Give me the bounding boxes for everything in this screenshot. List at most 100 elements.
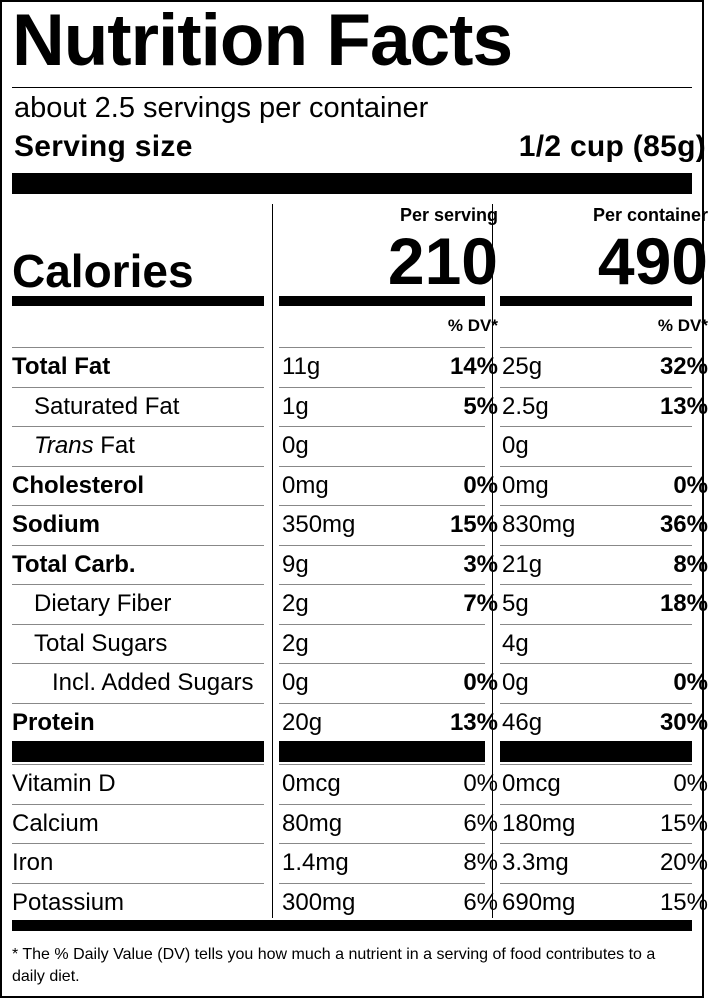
nutrient-name: Iron — [12, 849, 54, 876]
row-line-container — [500, 347, 692, 348]
row-line-name — [12, 347, 264, 348]
serving-dv: 0% — [463, 669, 498, 696]
nutrient-name: Total Fat — [12, 353, 111, 380]
container-amount: 25g — [502, 353, 543, 380]
serving-size-thick-bar — [12, 173, 692, 194]
nutrient-name: Cholesterol — [12, 471, 145, 499]
row-line-name — [12, 764, 264, 765]
container-amount: 3.3mg — [502, 849, 569, 876]
column-divider-left — [272, 204, 273, 918]
container-amount: 4g — [502, 629, 529, 657]
row-line-container — [500, 505, 692, 506]
row-line-container — [500, 882, 692, 884]
nutrient-name: Dietary Fiber — [34, 590, 172, 617]
row-line-serving — [279, 347, 485, 348]
calories-bar-serving — [279, 296, 485, 306]
container-amount: 5g — [502, 590, 529, 617]
container-dv: 36% — [659, 511, 708, 538]
container-amount: 46g — [502, 708, 543, 736]
serving-amount: 80mg — [282, 809, 343, 837]
container-amount: 21g — [502, 550, 543, 578]
footnote-thick-bar — [12, 920, 692, 931]
title-divider — [12, 87, 692, 88]
calories-bar-container — [500, 296, 692, 306]
nutrient-name: Potassium — [12, 888, 125, 916]
row-line-name — [12, 623, 264, 625]
footnote: * The % Daily Value (DV) tells you how m… — [12, 946, 656, 986]
row-line-name — [12, 386, 264, 388]
container-amount: 0g — [502, 669, 529, 696]
serving-dv: 14% — [449, 353, 498, 380]
vitamins-bar-container — [500, 741, 692, 762]
nutrient-name: Total Sugars — [34, 629, 168, 657]
serving-dv: 15% — [449, 511, 498, 538]
container-dv: 0% — [673, 669, 708, 696]
row-line-serving — [279, 544, 485, 546]
container-dv: 32% — [659, 353, 708, 380]
container-dv: 20% — [659, 849, 708, 876]
row-line-name — [12, 843, 264, 844]
container-amount: 690mg — [502, 888, 576, 916]
vitamins-bar-serving — [279, 741, 485, 762]
row-line-name — [12, 544, 264, 546]
container-amount: 2.5g — [502, 392, 549, 420]
nutrition-facts-label — [0, 0, 704, 998]
row-line-name — [12, 426, 264, 427]
row-line-serving — [279, 803, 485, 805]
container-dv: 8% — [673, 550, 708, 578]
row-line-serving — [279, 843, 485, 844]
nutrient-name-rest: Fat — [93, 432, 135, 459]
row-line-name — [12, 505, 264, 506]
column-divider-right — [492, 204, 493, 918]
serving-amount: 2g — [282, 629, 309, 657]
serving-amount: 0mcg — [282, 770, 341, 797]
serving-dv: 6% — [463, 888, 498, 916]
nutrient-name: Protein — [12, 708, 95, 736]
row-line-serving — [279, 386, 485, 388]
row-line-name — [12, 663, 264, 664]
row-line-container — [500, 623, 692, 625]
row-line-name — [12, 882, 264, 884]
serving-dv: 7% — [463, 590, 498, 617]
serving-dv: 13% — [449, 708, 498, 736]
container-amount: 0mcg — [502, 770, 561, 797]
row-line-container — [500, 544, 692, 546]
calories-per-serving: 210 — [387, 224, 498, 298]
per-serving-header: Per serving — [399, 205, 498, 225]
per-container-header: Per container — [592, 205, 708, 225]
nutrient-name: Total Carb. — [12, 550, 136, 578]
row-line-name — [12, 803, 264, 805]
calories-bar-label — [12, 296, 264, 306]
container-amount: 0g — [502, 432, 529, 459]
container-dv: 0% — [673, 770, 708, 797]
row-line-name — [12, 702, 264, 704]
row-line-name — [12, 465, 264, 467]
serving-size-label: Serving size — [14, 130, 193, 163]
container-dv: 18% — [659, 590, 708, 617]
row-line-serving — [279, 702, 485, 704]
serving-amount: 1g — [282, 392, 309, 420]
row-line-container — [500, 426, 692, 427]
container-amount: 180mg — [502, 809, 576, 837]
serving-amount: 0mg — [282, 471, 329, 499]
nutrient-name: Incl. Added Sugars — [52, 669, 254, 696]
nutrient-name: Vitamin D — [12, 770, 116, 797]
row-line-serving — [279, 882, 485, 884]
label-title: Nutrition Facts — [12, 0, 513, 81]
row-line-serving — [279, 426, 485, 427]
row-line-serving — [279, 663, 485, 664]
serving-amount: 2g — [282, 590, 309, 617]
serving-dv: 8% — [463, 849, 498, 876]
nutrient-name: Calcium — [12, 809, 99, 837]
serving-amount: 11g — [282, 353, 321, 380]
row-line-serving — [279, 584, 485, 585]
row-line-container — [500, 803, 692, 805]
row-line-container — [500, 584, 692, 585]
row-line-serving — [279, 764, 485, 765]
serving-size-value: 1/2 cup (85g) — [518, 130, 706, 163]
row-line-container — [500, 843, 692, 844]
row-line-container — [500, 764, 692, 765]
serving-dv: 5% — [463, 392, 498, 420]
container-dv: 30% — [659, 708, 708, 736]
serving-dv: 0% — [463, 471, 498, 499]
